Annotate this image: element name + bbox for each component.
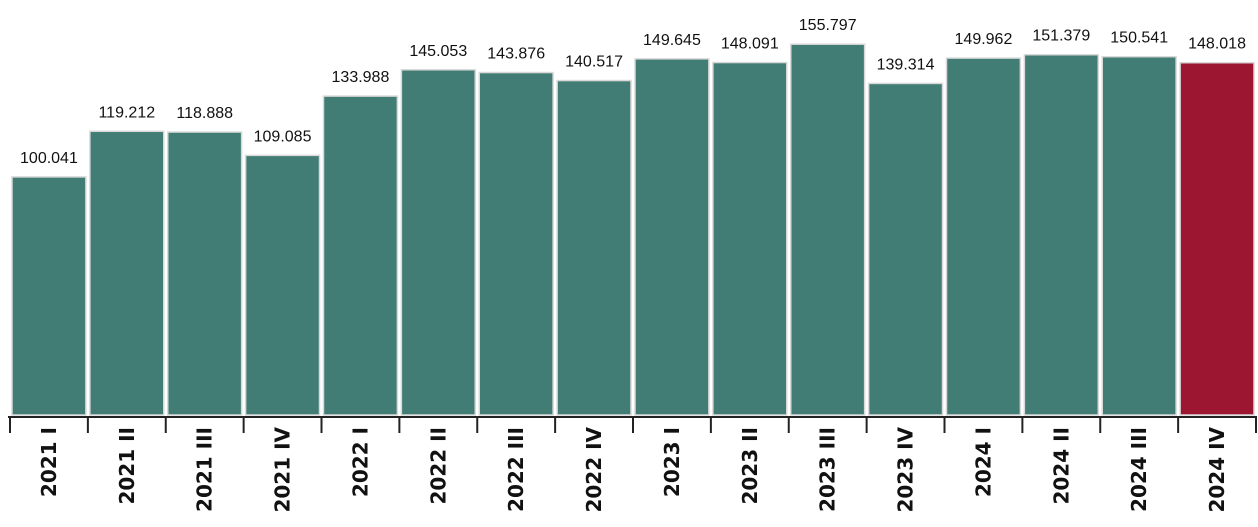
- value-label-2021-ii: 119.212: [98, 104, 155, 121]
- value-label-2023-ii: 148.091: [721, 36, 779, 53]
- bar-2021-i: [11, 176, 87, 416]
- value-label-2022-iv: 140.517: [565, 54, 623, 71]
- tick-label-2021-iv: 2021 IV: [271, 426, 295, 512]
- bars-layer: [11, 43, 1255, 416]
- value-label-2024-iv: 148.018: [1188, 36, 1246, 53]
- bar-2021-iv: [244, 154, 321, 416]
- tick-label-2022-ii: 2022 II: [426, 427, 450, 505]
- tick-label-2023-iv: 2023 IV: [894, 426, 918, 512]
- value-label-2021-iii: 118.888: [176, 105, 233, 122]
- bar-2024-ii: [1023, 53, 1100, 416]
- value-label-2024-i: 149.962: [955, 31, 1013, 48]
- bar-2021-iii: [167, 131, 243, 416]
- x-axis-tick-labels: 2021 I 2021 II 2021 III 2021 IV 2022 I 2022 I…: [37, 426, 1229, 512]
- bar-2021-ii: [89, 130, 165, 416]
- value-label-2021-iv: 109.085: [254, 128, 312, 145]
- bar-2022-ii: [400, 69, 477, 416]
- tick-label-2023-ii: 2023 II: [738, 427, 762, 505]
- tick-label-2024-i: 2024 I: [971, 427, 995, 497]
- tick-label-2023-i: 2023 I: [660, 427, 684, 497]
- value-label-2022-iii: 143.876: [487, 46, 545, 63]
- tick-label-2021-iii: 2021 III: [193, 427, 217, 512]
- value-label-2023-iv: 139.314: [877, 56, 935, 73]
- bar-2023-iii: [790, 43, 866, 416]
- value-label-2022-i: 133.988: [332, 69, 390, 86]
- tick-label-2021-i: 2021 I: [37, 427, 61, 497]
- tick-label-2024-iv: 2024 IV: [1205, 426, 1229, 512]
- bar-2024-iv: [1179, 61, 1255, 416]
- bar-2023-iv: [867, 82, 944, 416]
- x-axis: [8, 416, 1257, 433]
- value-label-2021-i: 100.041: [20, 150, 78, 167]
- value-label-2022-ii: 145.053: [409, 43, 467, 60]
- tick-label-2022-iii: 2022 III: [504, 427, 528, 512]
- bar-2023-i: [634, 58, 710, 416]
- value-label-2024-ii: 151.379: [1032, 28, 1090, 45]
- tick-label-2024-iii: 2024 III: [1127, 427, 1151, 512]
- bar-2024-iii: [1101, 55, 1177, 416]
- value-label-2023-i: 149.645: [643, 32, 701, 49]
- value-label-2023-iii: 155.797: [799, 17, 857, 34]
- bar-2022-iii: [478, 71, 554, 416]
- bar-2023-ii: [712, 61, 788, 416]
- bar-2022-i: [322, 95, 399, 416]
- tick-label-2024-ii: 2024 II: [1049, 427, 1073, 505]
- value-labels-layer: 100.041 119.212 118.888 109.085 133.988 145.0…: [20, 17, 1246, 167]
- value-label-2024-iii: 150.541: [1110, 30, 1168, 47]
- tick-label-2021-ii: 2021 II: [115, 427, 139, 505]
- tick-label-2022-iv: 2022 IV: [582, 426, 606, 512]
- tick-label-2023-iii: 2023 III: [816, 427, 840, 512]
- bar-2022-iv: [556, 79, 632, 416]
- bar-2024-i: [945, 57, 1022, 416]
- tick-label-2022-i: 2022 I: [348, 427, 372, 497]
